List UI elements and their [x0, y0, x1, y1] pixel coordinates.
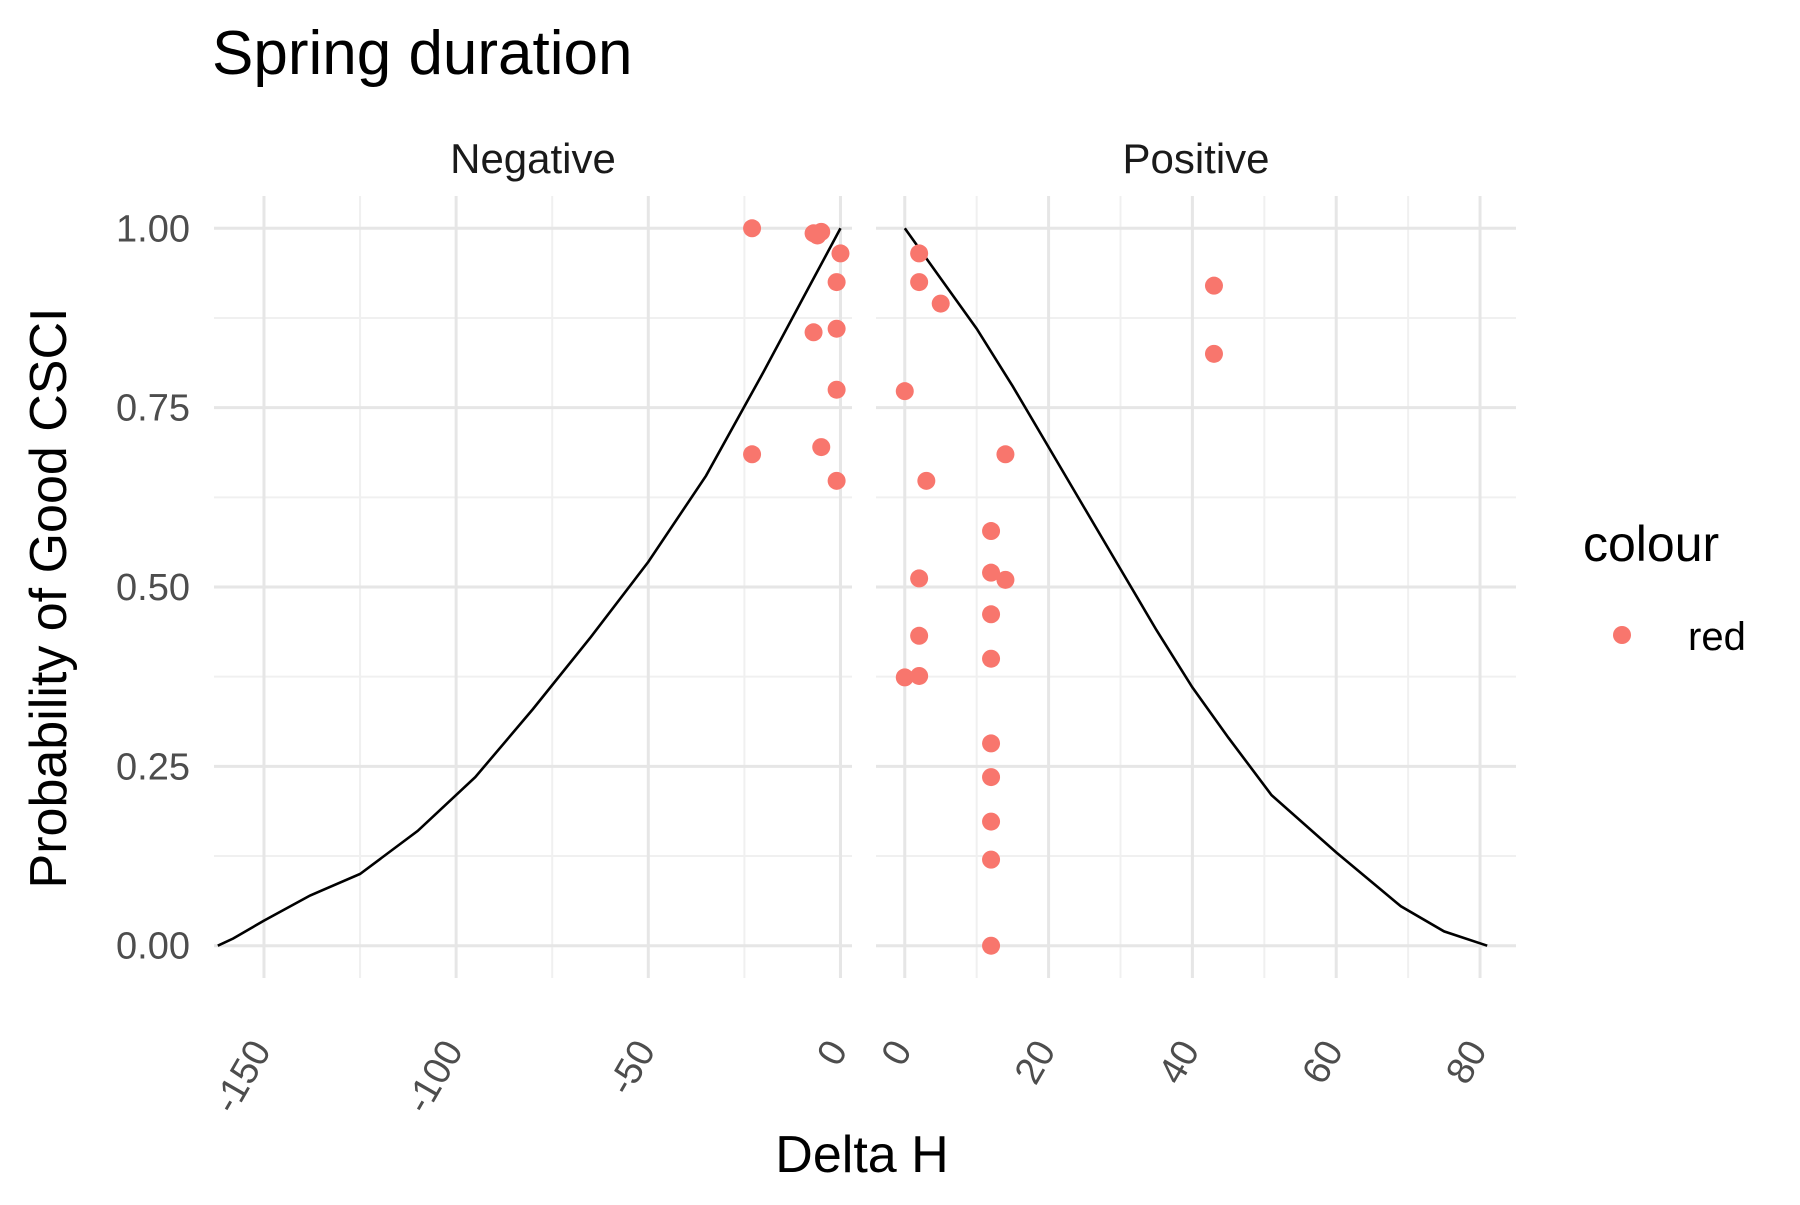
chart-title: Spring duration — [212, 19, 633, 88]
data-point — [827, 273, 846, 292]
x-axis-label: Delta H — [775, 1126, 948, 1184]
data-point — [982, 563, 1001, 582]
data-point — [895, 382, 914, 401]
data-point — [910, 244, 929, 263]
data-point — [804, 224, 823, 243]
y-tick-label: 0.00 — [116, 926, 190, 968]
data-point — [910, 626, 929, 645]
y-tick-label: 1.00 — [116, 208, 190, 250]
data-point — [827, 319, 846, 338]
data-point — [1204, 276, 1223, 295]
data-point — [982, 522, 1001, 541]
fitted-curve — [903, 227, 1488, 947]
facet-strip-label: Negative — [450, 135, 616, 182]
y-axis: 0.00 0.25 0.50 0.75 1.00 — [116, 208, 190, 967]
y-tick-label: 0.75 — [116, 388, 190, 430]
data-point — [910, 273, 929, 292]
data-point — [982, 768, 1001, 787]
data-point — [996, 445, 1015, 464]
data-point — [827, 471, 846, 490]
data-point — [812, 438, 831, 457]
data-point — [982, 649, 1001, 668]
data-point — [743, 219, 762, 238]
data-point — [743, 445, 762, 464]
data-point — [804, 323, 823, 342]
data-point — [831, 244, 850, 263]
data-point — [895, 668, 914, 687]
data-point — [827, 380, 846, 399]
data-point — [931, 294, 950, 313]
fitted-curve — [217, 227, 842, 947]
y-axis-label: Probability of Good CSCI — [20, 308, 78, 889]
y-tick-label: 0.25 — [116, 746, 190, 788]
data-point — [996, 570, 1015, 589]
data-point — [982, 936, 1001, 955]
legend-title: colour — [1583, 516, 1719, 572]
data-point — [1204, 344, 1223, 363]
data-point — [982, 605, 1001, 624]
legend-label-red: red — [1688, 615, 1746, 659]
data-point — [910, 666, 929, 685]
legend: colour red — [1583, 516, 1746, 659]
y-tick-label: 0.50 — [116, 567, 190, 609]
data-point — [982, 850, 1001, 869]
data-point — [982, 734, 1001, 753]
facet-strip-label: Positive — [1122, 135, 1269, 182]
data-point — [910, 569, 929, 588]
data-point — [917, 471, 936, 490]
legend-key-red — [1613, 626, 1631, 644]
data-point — [982, 812, 1001, 831]
